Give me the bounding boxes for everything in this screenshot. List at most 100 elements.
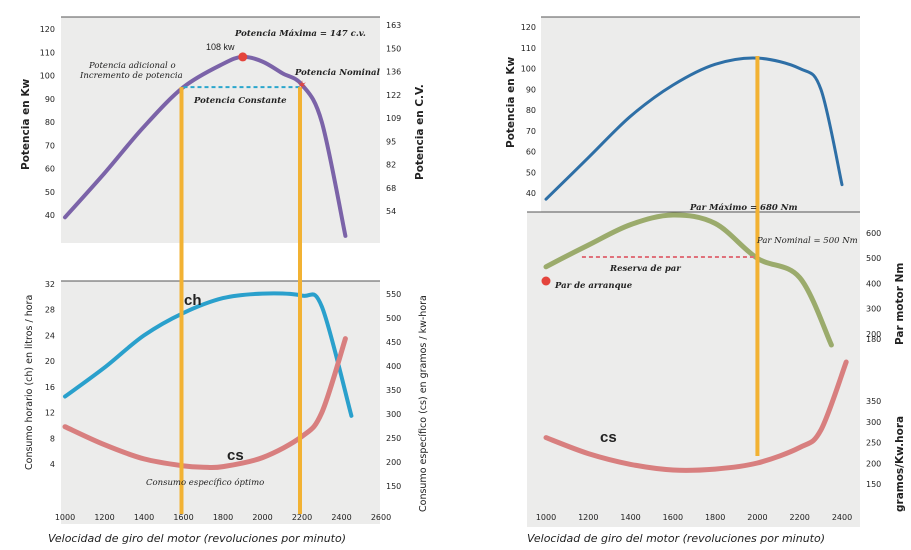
left-top-panel: [61, 17, 380, 243]
right-xtick: 1800: [705, 513, 725, 522]
left-top-ytick-right: 163: [386, 21, 401, 30]
left-top-ytick: 40: [45, 211, 55, 220]
right-cs-ytick: 250: [866, 439, 881, 448]
left-bottom-ytick: 20: [45, 357, 55, 366]
left-top-ytick: 90: [45, 95, 55, 104]
right-top-ytick: 40: [526, 189, 536, 198]
right-top-ytick: 70: [526, 127, 536, 136]
right-cs-ytick: 300: [866, 418, 881, 427]
left-bottom-ytick: 12: [45, 409, 55, 418]
right-cs-ylabel: gramos/Kw.hora: [894, 416, 906, 512]
left-top-ytick-right: 122: [386, 91, 401, 100]
left-bottom-ytick-right: 250: [386, 434, 401, 443]
right-bottom-panel: [527, 212, 860, 527]
right-top-panel: [541, 17, 860, 212]
constant-power-label: Potencia Constante: [193, 96, 287, 106]
left-top-ytick: 120: [40, 25, 55, 34]
right-xtick: 1000: [536, 513, 556, 522]
left-top-ytick: 70: [45, 141, 55, 150]
left-bottom-ytick-right: 300: [386, 410, 401, 419]
left-bottom-ytick: 8: [50, 434, 55, 443]
max-power-label: Potencia Máxima = 147 c.v.: [234, 28, 366, 39]
max-torque-label: Par Máximo = 680 Nm: [689, 202, 798, 213]
right-top-ylabel: Potencia en Kw: [505, 57, 517, 148]
additional-power-label-1: Potencia adicional o: [88, 61, 176, 71]
right-torque-ytick: 600: [866, 229, 881, 238]
left-top-ytick: 50: [45, 188, 55, 197]
right-torque-ytick: 500: [866, 254, 881, 263]
nominal-power-marker: ✶: [297, 78, 307, 92]
right-xtick: 2000: [747, 513, 767, 522]
right-cs-ytick: 200: [866, 459, 881, 468]
left-top-ytick-right: 54: [386, 207, 396, 216]
left-top-ytick-right: 136: [386, 68, 401, 77]
right-torque-ytick: 400: [866, 279, 881, 288]
starting-torque-marker: [541, 276, 551, 286]
peak-label: 108 kw: [206, 42, 235, 52]
power-curve-right: [544, 56, 844, 201]
left-top-ylabel: Potencia en Kw: [20, 79, 32, 170]
left-top-ytick: 100: [40, 72, 55, 81]
left-xtick: 1400: [134, 513, 154, 522]
left-bottom-ytick: 32: [45, 280, 55, 289]
left-xlabel: Velocidad de giro del motor (revolucione…: [48, 532, 346, 545]
left-top-ytick: 110: [40, 48, 55, 57]
left-xtick: 2200: [292, 513, 312, 522]
left-bottom-ytick-right: 550: [386, 290, 401, 299]
left-xtick: 1000: [55, 513, 75, 522]
right-xtick: 1400: [620, 513, 640, 522]
cs-curve-left: [62, 336, 348, 471]
left-top-ytick-right: 95: [386, 137, 396, 146]
optimum-consumption-label: Consumo específico óptimo: [146, 477, 264, 488]
right-xlabel: Velocidad de giro del motor (revolucione…: [527, 532, 825, 545]
left-top-ytick-right: 82: [386, 161, 396, 170]
left-bottom-ytick-right: 450: [386, 338, 401, 347]
left-top-ytick-right: 109: [386, 114, 401, 123]
left-bottom-ytick-right: 350: [386, 386, 401, 395]
left-bottom-ytick: 24: [45, 331, 55, 340]
right-top-ytick: 90: [526, 85, 536, 94]
left-xtick: 1800: [213, 513, 233, 522]
nominal-torque-label: Par Nominal = 500 Nm: [756, 236, 858, 246]
left-bottom-ytick-right: 200: [386, 458, 401, 467]
left-top-ytick-right: 150: [386, 44, 401, 53]
ch-label: ch: [184, 292, 202, 309]
left-bottom-ytick-right: 500: [386, 314, 401, 323]
cs-curve-right: [543, 359, 849, 473]
left-xtick: 2400: [331, 513, 351, 522]
left-bottom-ytick: 28: [45, 306, 55, 315]
left-top-ytick-right: 68: [386, 184, 396, 193]
right-torque-ytick: 200: [866, 330, 881, 339]
right-top-ytick: 80: [526, 106, 536, 115]
left-xtick: 1600: [173, 513, 193, 522]
right-torque-ytick: 300: [866, 305, 881, 314]
left-top-ylabel-right: Potencia en C.V.: [414, 84, 426, 180]
cs-right-label: cs: [600, 429, 617, 446]
torque-reserve-label: Reserva de par: [609, 264, 681, 274]
left-bottom-ytick-right: 150: [386, 482, 401, 491]
right-top-ytick: 120: [521, 23, 536, 32]
right-torque-ytick: 180: [866, 335, 881, 344]
starting-torque-label: Par de arranque: [554, 281, 633, 291]
left-xtick: 2000: [252, 513, 272, 522]
right-xtick: 2400: [832, 513, 852, 522]
right-par-ylabel: Par motor Nm: [894, 263, 906, 345]
right-cs-ytick: 350: [866, 397, 881, 406]
left-bottom-ylabel: Consumo horario (ch) en litros / hora: [24, 295, 35, 470]
nominal-power-label: Potencia Nominal: [294, 68, 381, 78]
right-xtick: 1200: [578, 513, 598, 522]
left-bottom-ytick: 16: [45, 383, 55, 392]
right-cs-ytick: 150: [866, 480, 881, 489]
right-top-ytick: 60: [526, 148, 536, 157]
left-bottom-ytick: 4: [50, 460, 55, 469]
cs-left-label: cs: [227, 447, 244, 464]
right-top-ytick: 50: [526, 168, 536, 177]
ch-curve: [63, 291, 354, 418]
torque-curve: [543, 212, 834, 348]
left-top-ytick: 60: [45, 165, 55, 174]
left-bottom-ytick-right: 400: [386, 362, 401, 371]
right-xtick: 1600: [663, 513, 683, 522]
